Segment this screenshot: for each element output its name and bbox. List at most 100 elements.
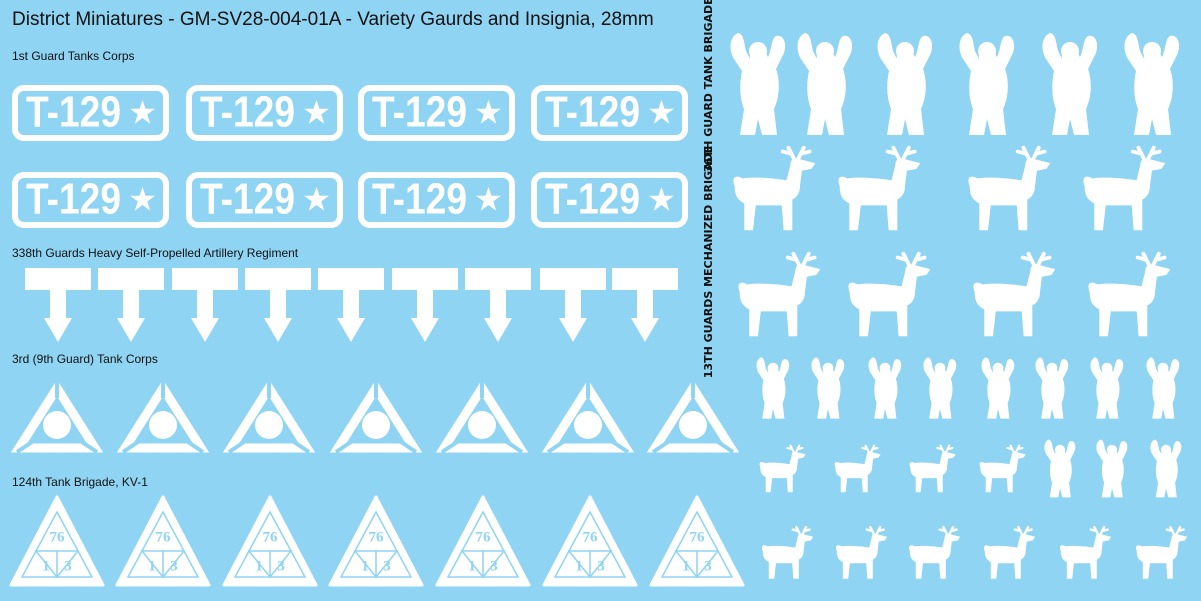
corps-circle [149, 411, 177, 439]
triangle-number: 76 [50, 529, 66, 545]
plate-text: T-129 [372, 175, 467, 224]
brigade-triangle [222, 495, 318, 587]
bear [1096, 439, 1128, 498]
sheet-title: District Miniatures - GM-SV28-004-01A - … [12, 9, 654, 30]
triangle-number: 3 [64, 558, 72, 574]
plate-border [12, 172, 169, 228]
triangle-number: 76 [476, 529, 492, 545]
triangle-number: 1 [148, 558, 156, 574]
triangle-number: 76 [369, 529, 385, 545]
side-label: 36TH GUARD TANK BRIGADE [702, 0, 715, 173]
bear [797, 33, 853, 135]
plate-border [531, 85, 688, 141]
deer [846, 251, 933, 339]
brigade-triangle [542, 495, 638, 587]
deer [731, 145, 818, 233]
corps-circle [679, 411, 707, 439]
triangle-gap [396, 438, 418, 454]
plate-star [304, 187, 329, 211]
deer [1081, 145, 1168, 233]
t-arrow [318, 268, 384, 342]
plate-border [12, 85, 169, 141]
section-label: 1st Guard Tanks Corps [12, 49, 135, 63]
triangle-number: 1 [42, 558, 50, 574]
corps-triangle [541, 379, 635, 453]
plate-border [186, 172, 343, 228]
triangle-number: 1 [468, 558, 476, 574]
bear [811, 357, 845, 419]
bear [877, 33, 933, 135]
t-arrow [465, 268, 531, 342]
t-arrow [245, 268, 311, 342]
bear [1150, 439, 1182, 498]
triangle-number: 1 [682, 558, 690, 574]
deer [760, 525, 815, 581]
plate-star [304, 100, 329, 124]
deer [836, 145, 923, 233]
plate-text: T-129 [372, 88, 467, 137]
plate-text: T-129 [200, 88, 295, 137]
brigade-triangle [435, 495, 531, 587]
corps-circle [255, 411, 283, 439]
triangle-gap [651, 438, 673, 454]
plate-border [358, 172, 515, 228]
triangle-number: 3 [704, 558, 712, 574]
section-label: 3rd (9th Guard) Tank Corps [12, 352, 158, 366]
triangle-gap [608, 438, 630, 454]
t-arrow [25, 268, 91, 342]
section-label: 124th Tank Brigade, KV-1 [12, 475, 148, 489]
triangle-number: 76 [156, 529, 172, 545]
deer [971, 251, 1058, 339]
plate-star [130, 100, 155, 124]
plate-star [130, 187, 155, 211]
brigade-divider [140, 550, 186, 579]
triangle-number: 3 [597, 558, 605, 574]
t-arrow [392, 268, 458, 342]
triangle-gap [289, 438, 311, 454]
deer [907, 525, 962, 581]
bear [981, 357, 1015, 419]
side-label: 13TH GUARDS MECHANIZED BRIGADE [702, 146, 715, 378]
triangle-gap [183, 438, 205, 454]
triangle-gap [502, 438, 524, 454]
triangle-gap [15, 438, 37, 454]
t-arrow [540, 268, 606, 342]
deer [833, 444, 882, 494]
brigade-divider [353, 550, 399, 579]
triangle-gap [227, 438, 249, 454]
t-arrow [98, 268, 164, 342]
triangle-number: 3 [490, 558, 498, 574]
brigade-divider [247, 550, 293, 579]
corps-triangle [116, 379, 210, 453]
deer [834, 525, 889, 581]
deer [982, 525, 1037, 581]
deer [978, 444, 1027, 494]
plate-star [476, 100, 501, 124]
section-label: 338th Guards Heavy Self-Propelled Artill… [12, 246, 299, 260]
brigade-triangle [9, 495, 105, 587]
triangle-number: 1 [255, 558, 263, 574]
triangle-gap [440, 438, 462, 454]
corps-triangle [646, 379, 740, 453]
plate-text: T-129 [26, 88, 121, 137]
corps-circle [574, 411, 602, 439]
triangle-gap [121, 438, 143, 454]
triangle-number: 3 [170, 558, 178, 574]
bear [868, 357, 902, 419]
triangle-number: 76 [263, 529, 279, 545]
corps-triangle [329, 379, 423, 453]
brigade-triangle [328, 495, 424, 587]
brigade-triangle [115, 495, 211, 587]
deer [1058, 525, 1113, 581]
corps-circle [43, 411, 71, 439]
bear [756, 357, 790, 419]
plate-star [649, 100, 674, 124]
bear [730, 33, 786, 135]
deer [758, 444, 807, 494]
plate-text: T-129 [545, 88, 640, 137]
triangle-gap [334, 438, 356, 454]
triangle-gap [713, 438, 735, 454]
triangle-gap [546, 438, 568, 454]
plate-text: T-129 [26, 175, 121, 224]
